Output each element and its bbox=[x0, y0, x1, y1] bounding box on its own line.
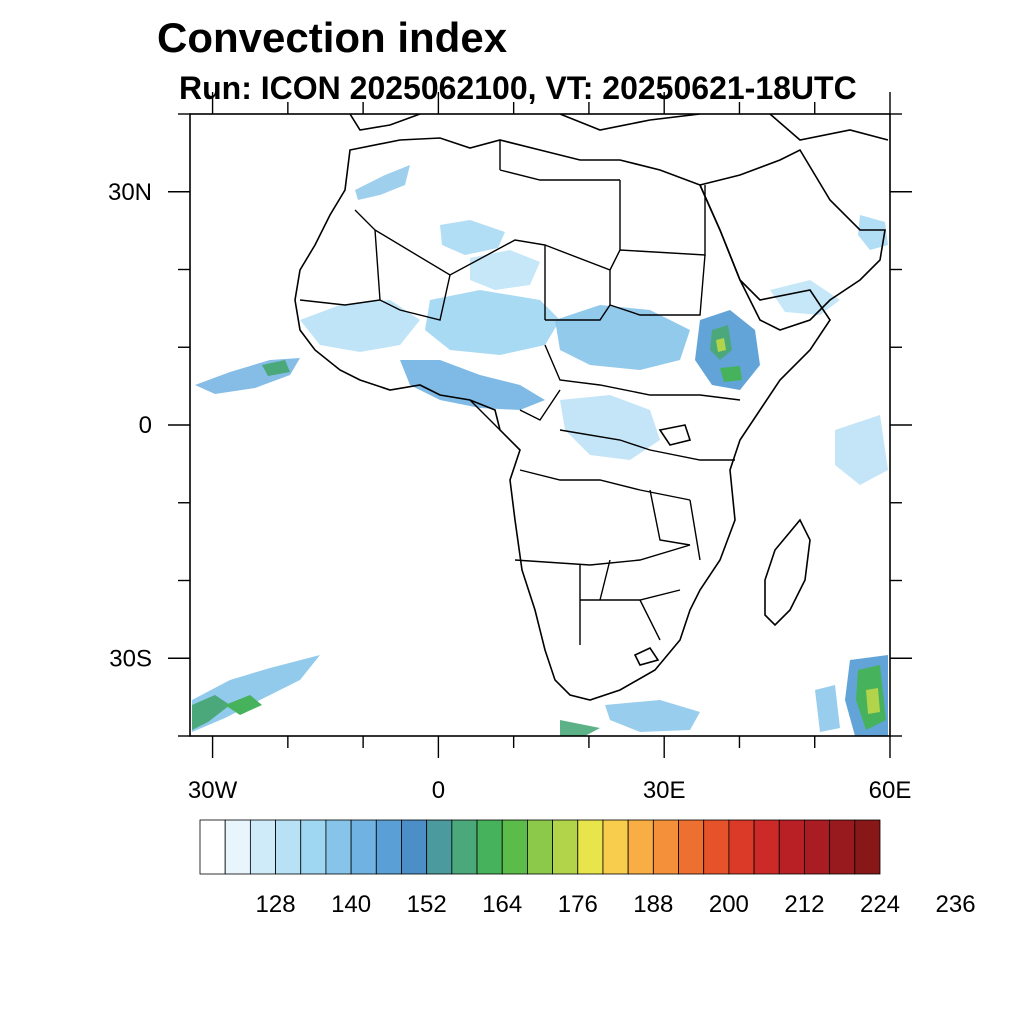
colorbar: 128 140 152 164 176 188 200 212 224 236 bbox=[199, 819, 976, 918]
cell-agulhas bbox=[560, 720, 600, 736]
lake-victoria bbox=[658, 424, 692, 446]
cell-indian-ocean bbox=[835, 415, 888, 485]
cell-arabia bbox=[770, 280, 840, 315]
cell-sahel-central bbox=[425, 290, 560, 355]
colorbar-swatch bbox=[451, 819, 478, 875]
colorbar-swatch bbox=[602, 819, 629, 875]
convection-field bbox=[192, 165, 888, 736]
colorbar-label: 224 bbox=[860, 891, 900, 918]
colorbar-swatch bbox=[426, 819, 453, 875]
colorbar-swatch bbox=[829, 819, 856, 875]
cell-mozambique-channel bbox=[815, 685, 840, 732]
country-borders bbox=[299, 140, 741, 645]
colorbar-label: 212 bbox=[784, 891, 824, 918]
colorbar-swatch bbox=[275, 819, 302, 875]
colorbar-swatch bbox=[375, 819, 402, 875]
coastlines bbox=[294, 114, 889, 701]
cell-south-atlantic-green bbox=[192, 695, 230, 730]
colorbar-swatch bbox=[350, 819, 377, 875]
colorbar-swatch bbox=[854, 819, 881, 875]
colorbar-label: 128 bbox=[256, 891, 296, 918]
colorbar-label: 200 bbox=[709, 891, 749, 918]
cell-south-atlantic-green2 bbox=[225, 695, 262, 715]
lon-tick-label: 60E bbox=[869, 777, 912, 804]
lat-tick-label: 0 bbox=[139, 412, 152, 439]
colorbar-swatch bbox=[401, 819, 428, 875]
colorbar-swatch bbox=[552, 819, 579, 875]
cell-atlantic-green bbox=[262, 360, 290, 376]
colorbar-swatch bbox=[627, 819, 654, 875]
colorbar-swatch bbox=[703, 819, 730, 875]
colorbar-label: 164 bbox=[482, 891, 522, 918]
cell-sahara-north bbox=[440, 220, 505, 255]
colorbar-swatch bbox=[300, 819, 327, 875]
cell-congo bbox=[560, 395, 660, 460]
cell-gulf-oman bbox=[858, 215, 888, 250]
colorbar-label: 152 bbox=[407, 891, 447, 918]
lon-tick-label: 30W bbox=[188, 777, 238, 804]
colorbar-swatch bbox=[249, 819, 276, 875]
lon-tick-label: 0 bbox=[432, 777, 445, 804]
map-axes: 30N 0 30S 30W 0 30E 60E bbox=[108, 92, 912, 804]
cell-agulhas2 bbox=[605, 700, 700, 732]
cell-guinea-coast bbox=[400, 360, 545, 410]
lon-tick-label: 30E bbox=[643, 777, 686, 804]
colorbar-swatch bbox=[476, 819, 503, 875]
cell-sahel-east bbox=[555, 305, 690, 370]
colorbar-swatch bbox=[325, 819, 352, 875]
colorbar-swatch bbox=[527, 819, 553, 875]
cell-madagascar-yellow bbox=[866, 688, 880, 714]
colorbar-swatch bbox=[728, 819, 755, 875]
cell-south-atlantic bbox=[192, 655, 320, 732]
colorbar-swatch bbox=[753, 819, 780, 875]
lat-tick-label: 30N bbox=[108, 179, 152, 206]
chart-title: Convection index bbox=[157, 14, 508, 61]
colorbar-swatch bbox=[778, 819, 805, 875]
cell-ethiopia-green2 bbox=[720, 366, 742, 382]
cell-northwest-africa bbox=[355, 165, 410, 200]
colorbar-label: 188 bbox=[633, 891, 673, 918]
colorbar-label: 140 bbox=[331, 891, 371, 918]
colorbar-swatch bbox=[199, 819, 226, 875]
colorbar-swatch bbox=[678, 819, 705, 875]
lat-tick-label: 30S bbox=[109, 645, 152, 672]
map-frame bbox=[189, 113, 891, 737]
colorbar-swatch bbox=[224, 819, 251, 875]
colorbar-swatch bbox=[652, 819, 679, 875]
chart-subtitle: Run: ICON 2025062100, VT: 20250621-18UTC bbox=[179, 70, 857, 106]
colorbar-label: 236 bbox=[936, 891, 976, 918]
colorbar-swatch bbox=[577, 819, 604, 875]
cell-ethiopia-yellow bbox=[716, 338, 726, 352]
colorbar-label: 176 bbox=[558, 891, 598, 918]
africa-coastline bbox=[294, 137, 831, 701]
colorbar-swatch bbox=[501, 819, 528, 875]
arabia-coastline bbox=[698, 148, 886, 331]
madagascar-coastline bbox=[764, 518, 811, 627]
lesotho bbox=[633, 646, 660, 666]
cell-sahara-central bbox=[470, 250, 540, 290]
europe-coastline bbox=[349, 114, 889, 141]
colorbar-swatch bbox=[804, 819, 831, 875]
cell-sahel-west bbox=[300, 300, 420, 352]
